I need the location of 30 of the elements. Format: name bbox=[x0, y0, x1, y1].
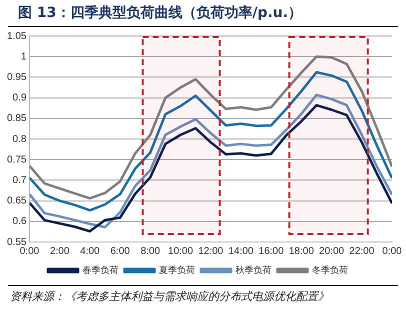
y-tick-label: 0.85 bbox=[6, 113, 27, 124]
legend-label: 秋季负荷 bbox=[236, 264, 272, 275]
x-tick-label: 20:00 bbox=[319, 246, 345, 257]
x-tick-label: 2:00 bbox=[50, 246, 70, 257]
y-tick-label: 0.65 bbox=[6, 196, 27, 207]
x-tick-label: 18:00 bbox=[288, 246, 314, 257]
y-tick-label: 0.95 bbox=[6, 72, 27, 83]
x-tick-label: 14:00 bbox=[228, 246, 254, 257]
text: 资料来源：《考虑多主体利益与需求响应的分布式电源优化配置》 bbox=[8, 285, 398, 307]
y-tick-label: 0.9 bbox=[12, 92, 27, 104]
y-tick-label: 0.8 bbox=[12, 134, 27, 145]
y-tick-label: 1 bbox=[20, 51, 27, 62]
chart-title: 图 13：四季典型负荷曲线（负荷功率/p.u.） bbox=[8, 0, 398, 27]
y-tick-label: 0.55 bbox=[6, 236, 27, 248]
x-tick-label: 22:00 bbox=[349, 246, 375, 257]
x-tick-label: 12:00 bbox=[198, 246, 224, 257]
x-tick-label: 8:00 bbox=[140, 246, 160, 257]
x-tick-label: 0:00 bbox=[20, 246, 40, 257]
y-tick-label: 0.75 bbox=[6, 154, 27, 166]
x-tick-label: 10:00 bbox=[168, 246, 194, 257]
legend-label: 冬季负荷 bbox=[312, 264, 348, 275]
x-tick-label: 16:00 bbox=[258, 246, 284, 257]
legend-label: 春季负荷 bbox=[82, 264, 118, 275]
y-tick-label: 1.05 bbox=[6, 30, 27, 42]
y-tick-label: 0.7 bbox=[12, 174, 27, 186]
y-tick-label: 0.6 bbox=[12, 216, 27, 228]
legend-label: 夏季负荷 bbox=[159, 264, 195, 275]
x-tick-label: 4:00 bbox=[80, 246, 100, 257]
x-tick-label: 0:00 bbox=[382, 246, 402, 257]
x-tick-label: 6:00 bbox=[110, 246, 130, 257]
